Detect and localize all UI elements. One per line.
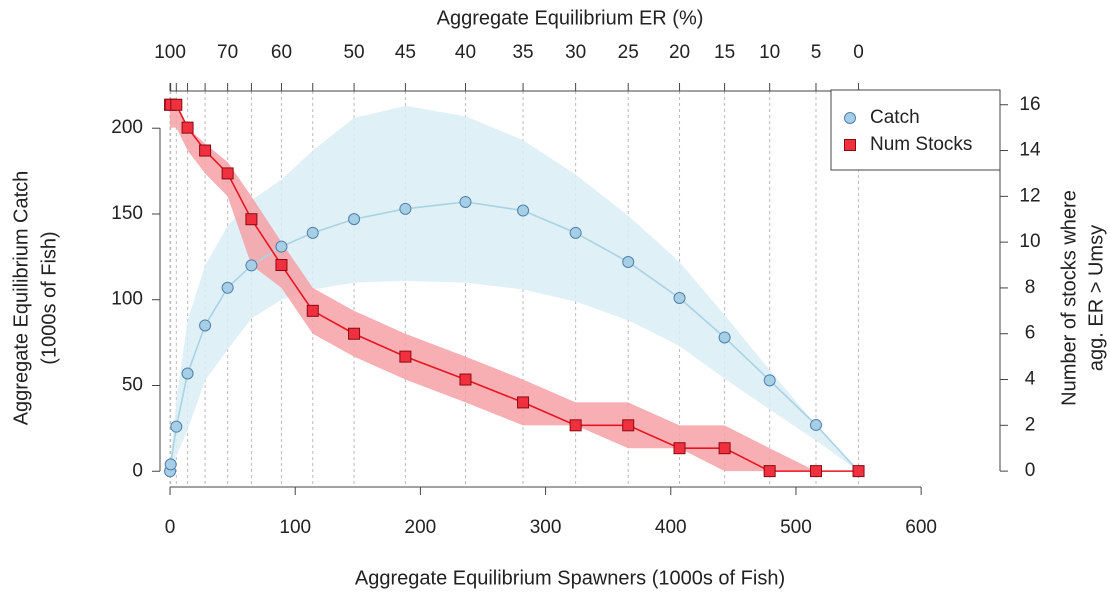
y-axis-title: (1000s of Fish)	[38, 231, 60, 364]
x2-tick-label: 25	[618, 42, 639, 63]
x2-tick-label: 15	[714, 42, 735, 63]
y2-tick-label: 14	[1019, 140, 1041, 161]
point	[763, 465, 776, 478]
y2-tick-label: 16	[1019, 94, 1040, 115]
bands	[170, 104, 859, 472]
y-axis-title: Aggregate Equilibrium Catch	[10, 171, 32, 426]
point	[399, 350, 412, 363]
point	[348, 327, 361, 340]
legend-label: Catch	[870, 107, 920, 128]
x2-tick-label: 100	[154, 42, 186, 63]
point	[245, 213, 258, 226]
point	[622, 419, 635, 432]
y-tick-label: 150	[111, 203, 143, 224]
band	[170, 105, 859, 472]
x-tick-label: 400	[655, 517, 687, 538]
x2-tick-label: 0	[853, 42, 864, 63]
point	[673, 442, 686, 455]
legend-box	[830, 89, 1001, 171]
marks	[164, 98, 865, 478]
y-tick-label: 50	[122, 375, 143, 396]
point	[852, 465, 865, 478]
point	[306, 304, 319, 317]
x2-tick-label: 5	[811, 42, 822, 63]
band	[170, 104, 859, 472]
y-tick-label: 100	[111, 289, 143, 310]
y2-tick-label: 8	[1025, 277, 1036, 298]
legend-marker	[844, 112, 856, 124]
x2-tick-label: 20	[669, 42, 690, 63]
point	[275, 259, 288, 272]
x2-tick-label: 10	[759, 42, 780, 63]
point	[517, 396, 530, 409]
legend: Catch Num Stocks	[830, 89, 1001, 171]
y2-tick-label: 4	[1025, 369, 1036, 390]
legend-label: Num Stocks	[870, 134, 972, 155]
x2-tick-label: 50	[343, 42, 364, 63]
legend-marker	[844, 139, 856, 151]
y2-axis-title: Number of stocks where	[1058, 190, 1080, 406]
point	[517, 204, 530, 217]
x-tick-label: 100	[279, 517, 311, 538]
x-tick-label: 300	[530, 517, 562, 538]
point	[622, 256, 635, 269]
point	[459, 373, 472, 386]
point	[306, 226, 319, 239]
point	[221, 167, 234, 180]
point	[275, 240, 288, 253]
y-tick-label: 0	[132, 460, 143, 481]
point	[164, 458, 177, 471]
point	[245, 259, 258, 272]
x2-tick-label: 60	[271, 42, 292, 63]
point	[809, 418, 822, 431]
point	[181, 121, 194, 134]
point	[809, 465, 822, 478]
x2-tick-label: 45	[395, 42, 416, 63]
x-tick-label: 600	[905, 517, 937, 538]
x2-tick-label: 70	[217, 42, 238, 63]
x2-tick-label: 40	[455, 42, 476, 63]
x2-axis-title: Aggregate Equilibrium ER (%)	[437, 7, 704, 29]
y2-tick-label: 0	[1025, 460, 1036, 481]
point	[399, 202, 412, 215]
y-tick-label: 200	[111, 117, 143, 138]
x-tick-label: 0	[165, 517, 176, 538]
x-tick-label: 500	[780, 517, 812, 538]
point	[348, 213, 361, 226]
point	[569, 226, 582, 239]
x2-tick-label: 35	[512, 42, 533, 63]
point	[569, 419, 582, 432]
point	[199, 144, 212, 157]
y2-axis-title: agg. ER > Umsy	[1085, 225, 1107, 371]
series-line	[169, 201, 860, 472]
point	[459, 195, 472, 208]
x-tick-label: 200	[405, 517, 437, 538]
y2-tick-label: 6	[1025, 323, 1036, 344]
point	[221, 281, 234, 294]
x-axis-title: Aggregate Equilibrium Spawners (1000s of…	[355, 567, 785, 589]
y2-tick-label: 12	[1019, 185, 1040, 206]
x2-tick-label: 30	[565, 42, 586, 63]
point	[181, 367, 194, 380]
point	[199, 319, 212, 332]
point	[718, 331, 731, 344]
point	[170, 98, 183, 111]
point	[718, 442, 731, 455]
point	[673, 292, 686, 305]
point	[763, 374, 776, 387]
point	[170, 420, 183, 433]
y2-tick-label: 2	[1025, 414, 1036, 435]
y2-tick-label: 10	[1019, 231, 1040, 252]
